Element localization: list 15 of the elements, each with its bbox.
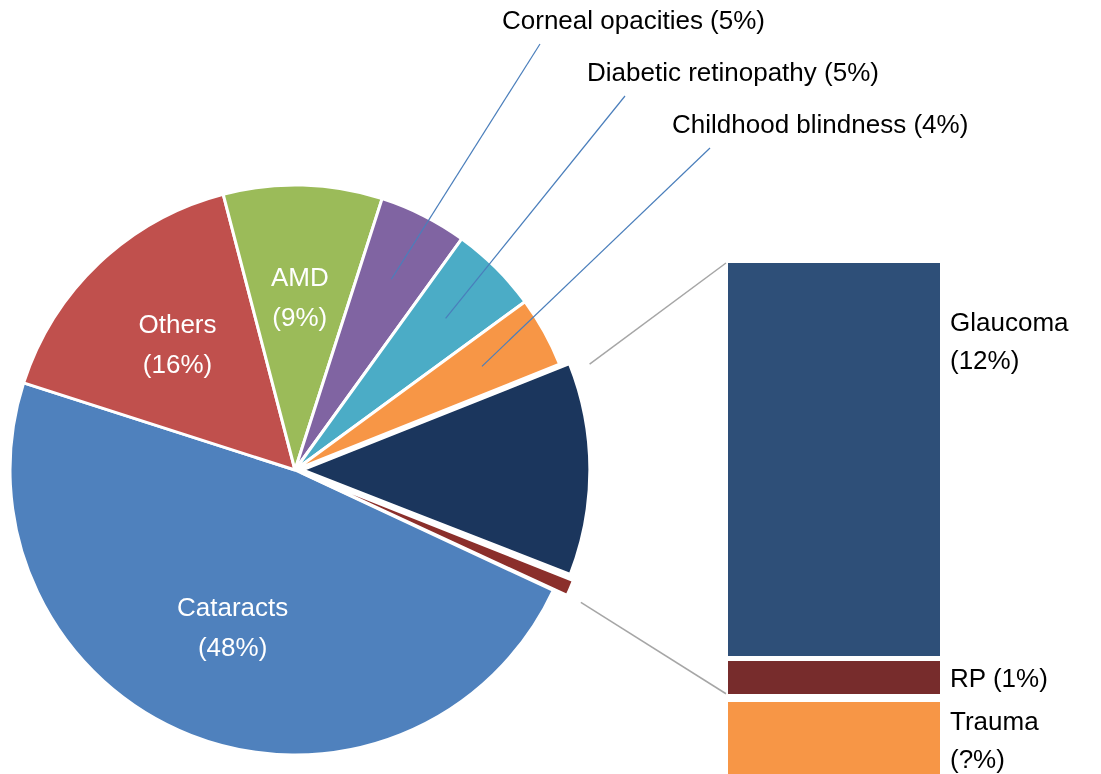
slice-label: Cataracts — [176, 592, 289, 623]
slice-label: Others — [138, 308, 217, 339]
slice-label: Childhood blindness (4%) — [672, 109, 969, 140]
category-label: RP — [950, 663, 986, 693]
slice-label: AMD — [270, 262, 329, 293]
category-label: Trauma — [950, 705, 1039, 736]
category-label: Glaucoma — [950, 307, 1069, 337]
data-label: (?%) — [950, 743, 1005, 774]
slice-label: Diabetic retinopathy (5%) — [587, 57, 879, 88]
data-label: (1%) — [992, 663, 1048, 693]
data-label: (12%) — [950, 345, 1020, 375]
data-label: (16%) — [142, 348, 213, 379]
slice-label: Corneal opacities (5%) — [502, 5, 766, 36]
data-label: (48%) — [197, 632, 268, 663]
data-label: (9%) — [272, 302, 328, 333]
